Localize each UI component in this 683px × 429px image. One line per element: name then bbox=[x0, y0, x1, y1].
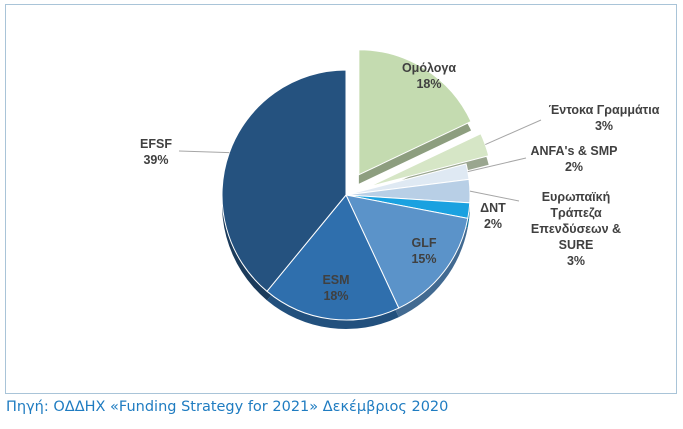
slice-label-3-line-1: Τράπεζα bbox=[550, 206, 602, 220]
chart-frame: Ομόλογα 18% Έντοκα Γραμμάτια 3% ANFA's & SMP… bbox=[5, 4, 677, 394]
slice-label-0: Ομόλογα bbox=[402, 61, 456, 75]
slice-value-label-5: 15% bbox=[411, 252, 436, 266]
slice-value-label-7: 39% bbox=[143, 153, 168, 167]
slice-value-label-2: 2% bbox=[565, 160, 583, 174]
leader-line-1 bbox=[485, 119, 542, 145]
leader-line-2 bbox=[467, 157, 527, 173]
pie-slice-1 bbox=[368, 132, 490, 188]
slice-label-3-line-3: SURE bbox=[559, 238, 594, 252]
slice-label-1: Έντοκα Γραμμάτια bbox=[549, 103, 660, 117]
slice-label-4: ΔΝΤ bbox=[480, 201, 506, 215]
slice-label-3-line-0: Ευρωπαϊκή bbox=[542, 190, 611, 204]
slice-value-label-4: 2% bbox=[484, 217, 502, 231]
pie-chart: Ομόλογα 18% Έντοκα Γραμμάτια 3% ANFA's & SMP… bbox=[140, 49, 660, 329]
pie-slice-6 bbox=[266, 194, 400, 321]
slice-label-2: ANFA's & SMP bbox=[530, 144, 617, 158]
pie-slice-7 bbox=[221, 69, 347, 293]
slice-value-label-0: 18% bbox=[416, 77, 441, 91]
slice-value-label-6: 18% bbox=[323, 289, 348, 303]
slice-value-label-3: 3% bbox=[567, 254, 585, 268]
slice-label-7: EFSF bbox=[140, 137, 172, 151]
pie-slice-5 bbox=[345, 194, 469, 309]
slice-label-6: ESM bbox=[322, 273, 349, 287]
slice-value-label-1: 3% bbox=[595, 119, 613, 133]
pie-slice-0 bbox=[358, 49, 472, 176]
slice-label-3-line-2: Επενδύσεων & bbox=[531, 222, 621, 236]
source-note: Πηγή: ΟΔΔΗΧ «Funding Strategy for 2021» … bbox=[6, 399, 449, 415]
slice-label-5: GLF bbox=[412, 236, 437, 250]
leader-line-3 bbox=[469, 190, 520, 202]
leader-line-7 bbox=[178, 150, 230, 154]
